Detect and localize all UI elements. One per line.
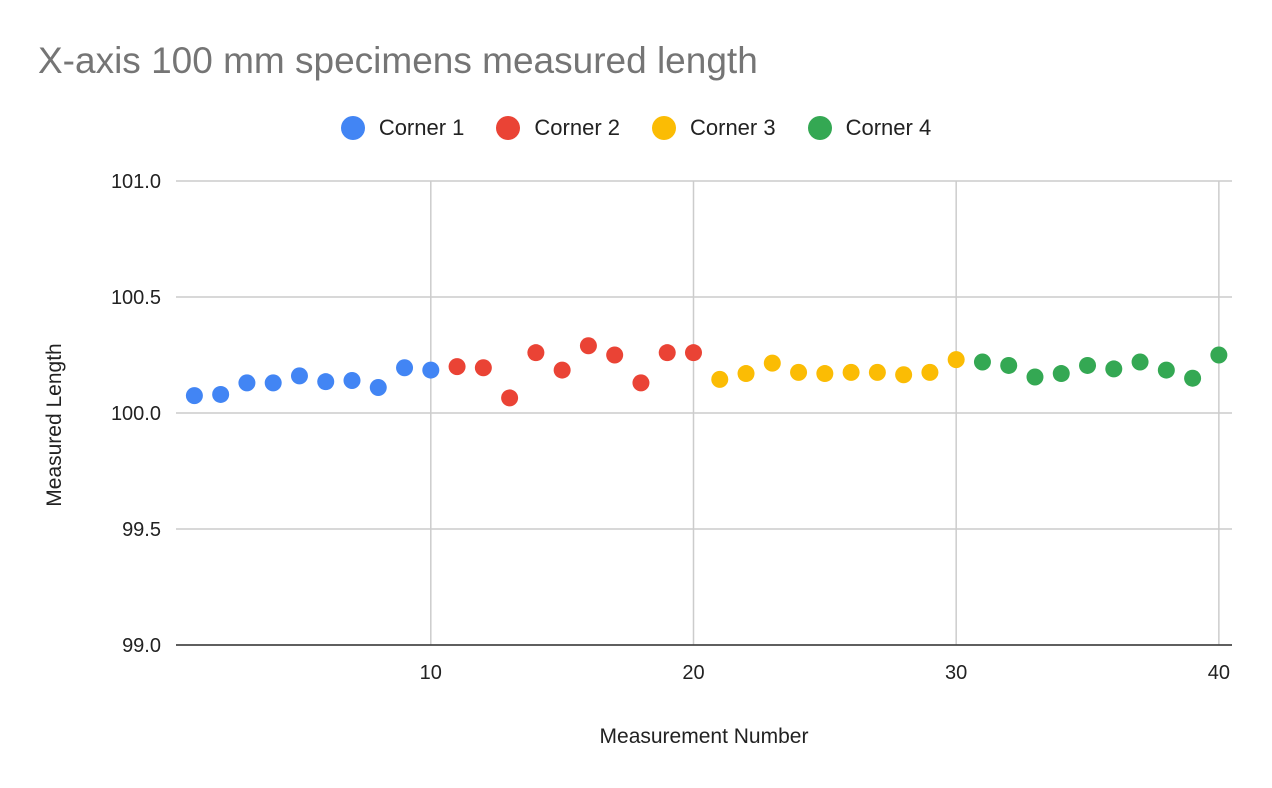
legend-swatch-corner-3 (652, 116, 676, 140)
data-point-corner-1[interactable] (396, 359, 414, 377)
legend-item-corner-1[interactable]: Corner 1 (340, 115, 465, 141)
data-point-corner-2[interactable] (501, 389, 519, 407)
legend-label-corner-3: Corner 3 (690, 115, 776, 140)
data-point-corner-2[interactable] (527, 344, 545, 362)
y-tick-labels: 99.0 99.5 100.0 100.5 101.0 (111, 171, 161, 657)
legend-label-corner-4: Corner 4 (845, 115, 932, 140)
data-point-corner-3[interactable] (868, 363, 886, 381)
data-point-corner-3[interactable] (842, 363, 860, 381)
data-point-corner-2[interactable] (632, 374, 650, 392)
x-tick-label: 40 (1208, 662, 1230, 684)
data-point-corner-3[interactable] (790, 363, 808, 381)
data-point-corner-3[interactable] (921, 363, 939, 381)
x-axis-title: Measurement Number (600, 725, 809, 748)
data-point-corner-1[interactable] (422, 361, 440, 379)
y-tick-label: 101.0 (111, 171, 161, 193)
data-point-corner-3[interactable] (816, 365, 834, 383)
data-point-corner-4[interactable] (1210, 346, 1228, 364)
legend-label-corner-1: Corner 1 (378, 115, 465, 140)
data-point-corner-4[interactable] (1052, 365, 1070, 383)
data-point-corner-2[interactable] (606, 346, 624, 364)
data-point-corner-1[interactable] (369, 378, 387, 396)
y-tick-label: 99.0 (122, 635, 161, 657)
data-point-corner-3[interactable] (895, 366, 913, 384)
data-point-corner-3[interactable] (763, 354, 781, 372)
data-point-corner-4[interactable] (973, 353, 991, 371)
data-point-corner-4[interactable] (1184, 369, 1202, 387)
y-tick-label: 100.0 (111, 403, 161, 425)
data-point-corner-2[interactable] (553, 361, 571, 379)
data-point-corner-1[interactable] (290, 367, 308, 385)
legend-swatch-corner-1 (340, 116, 365, 140)
x-tick-label: 30 (945, 662, 967, 684)
data-point-corner-4[interactable] (1026, 368, 1044, 386)
legend-swatch-corner-2 (496, 116, 521, 140)
data-point-corner-3[interactable] (737, 365, 755, 383)
data-point-corner-1[interactable] (238, 374, 256, 392)
data-point-corner-2[interactable] (474, 359, 492, 377)
data-point-corner-2[interactable] (448, 358, 466, 376)
data-point-corner-1[interactable] (264, 374, 282, 392)
y-tick-label: 100.5 (111, 287, 161, 309)
data-point-corner-1[interactable] (212, 385, 230, 403)
data-point-corner-2[interactable] (658, 344, 676, 362)
data-point-corner-1[interactable] (343, 372, 361, 390)
legend: Corner 1 Corner 2 Corner 3 Corner 4 (0, 112, 1272, 144)
data-point-corner-1[interactable] (317, 373, 335, 391)
data-point-corner-4[interactable] (1105, 360, 1123, 378)
data-points (185, 337, 1228, 407)
data-point-corner-2[interactable] (579, 337, 597, 355)
data-point-corner-4[interactable] (1079, 356, 1097, 374)
y-axis-title: Measured Length (43, 343, 66, 506)
chart-title: X-axis 100 mm specimens measured length (38, 40, 758, 81)
x-tick-label: 20 (682, 662, 704, 684)
data-point-corner-4[interactable] (1000, 356, 1018, 374)
data-point-corner-4[interactable] (1131, 353, 1149, 371)
data-point-corner-4[interactable] (1157, 361, 1175, 379)
data-point-corner-2[interactable] (684, 344, 702, 362)
legend-label-corner-2: Corner 2 (534, 115, 620, 140)
data-point-corner-3[interactable] (947, 351, 965, 369)
legend-item-corner-2[interactable]: Corner 2 (496, 115, 620, 141)
legend-item-corner-4[interactable]: Corner 4 (807, 115, 932, 141)
x-tick-label: 10 (420, 662, 442, 684)
y-tick-label: 99.5 (122, 519, 161, 541)
data-point-corner-1[interactable] (185, 387, 203, 405)
x-tick-labels: 10 20 30 40 (420, 662, 1230, 684)
data-point-corner-3[interactable] (711, 370, 729, 388)
gridlines (176, 180, 1232, 646)
legend-item-corner-3[interactable]: Corner 3 (652, 115, 776, 141)
legend-swatch-corner-4 (807, 116, 832, 140)
